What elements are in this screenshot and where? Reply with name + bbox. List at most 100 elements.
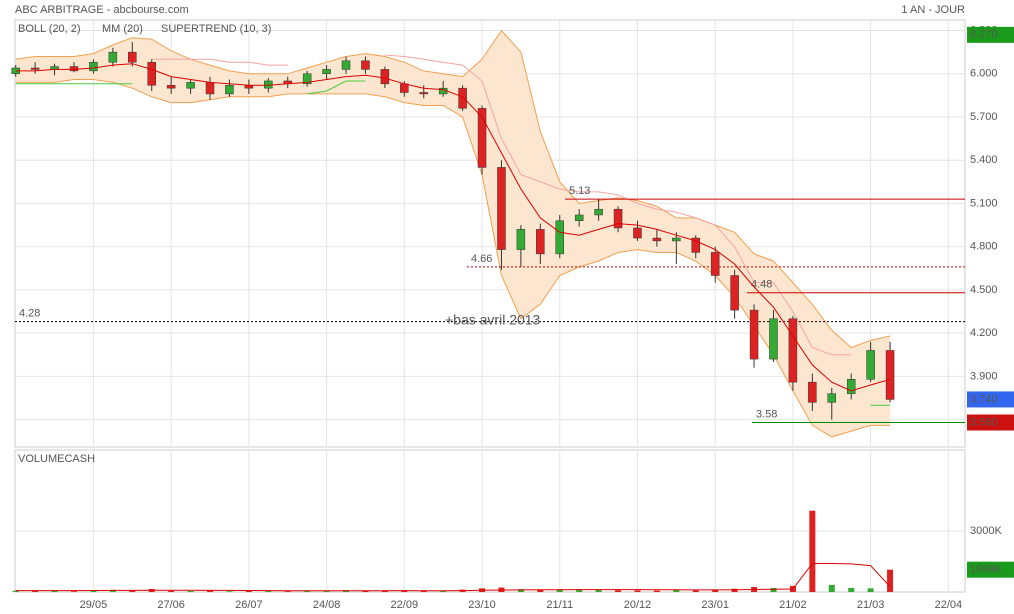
value-tag <box>967 414 1014 431</box>
x-tick-label: 20/12 <box>624 599 652 611</box>
candle-body <box>147 61 156 86</box>
volume-bar <box>517 589 524 592</box>
volume-bar <box>440 590 447 592</box>
volume-bar <box>595 589 602 592</box>
volume-bar <box>653 590 660 592</box>
candle-body <box>186 82 195 89</box>
candle-body <box>672 237 681 242</box>
candle-body <box>769 318 778 360</box>
candle-body <box>652 237 662 242</box>
candle-body <box>341 60 351 70</box>
volume-bar <box>245 590 252 592</box>
legend-item: MM (20) <box>102 23 143 35</box>
volume-bar <box>537 589 544 592</box>
volume-bar <box>809 510 816 592</box>
value-tag-label: 6.270 <box>970 29 998 41</box>
volume-bar <box>731 588 738 592</box>
y-tick-label: 6.000 <box>970 68 998 80</box>
candle-body <box>866 350 875 380</box>
value-tag <box>967 561 1014 578</box>
volume-bar <box>226 591 233 592</box>
volume-bar <box>420 590 427 592</box>
candle-body <box>885 350 895 400</box>
candle-body <box>322 69 331 75</box>
x-tick-label: 26/07 <box>235 599 263 611</box>
x-tick-label: 21/03 <box>857 599 885 611</box>
level-label: 4.48 <box>751 279 772 291</box>
volume-bar <box>887 569 894 592</box>
supertrend-up <box>15 80 891 406</box>
volume-bar <box>867 588 874 592</box>
candle-body <box>691 237 701 253</box>
value-tag-label: 3.580 <box>970 416 998 428</box>
volume-bar <box>576 589 583 592</box>
candle-body <box>827 393 837 403</box>
volume-bar <box>712 589 719 592</box>
x-tick-label: 23/01 <box>701 599 729 611</box>
candle-body <box>536 229 545 255</box>
x-tick-label: 21/11 <box>546 599 573 611</box>
legend-item: BOLL (20, 2) <box>18 23 81 35</box>
x-tick-label: 22/09 <box>391 599 419 611</box>
candle-body <box>594 208 603 216</box>
candle-body <box>730 275 739 311</box>
candle-body <box>458 87 467 109</box>
candle-body <box>613 208 623 229</box>
candle-body <box>380 69 390 85</box>
y-tick-label: 3000K <box>970 525 1002 537</box>
candle-body <box>166 85 176 89</box>
bollinger-fill <box>15 30 891 437</box>
candle-body <box>225 85 234 95</box>
value-tag-label: 1098K <box>970 564 1002 576</box>
candle-body <box>497 167 506 250</box>
volume-bar <box>207 590 214 592</box>
level-label: 5.13 <box>569 185 590 197</box>
candle-body <box>361 60 370 70</box>
bollinger-lower <box>15 79 891 438</box>
candle-body <box>30 67 40 70</box>
y-tick-label: 3.900 <box>970 370 998 382</box>
y-tick-label: 5.700 <box>970 111 998 123</box>
level-label: 4.28 <box>19 308 40 320</box>
x-tick-label: 22/04 <box>935 599 963 611</box>
volume-bar <box>615 590 622 592</box>
bollinger-upper <box>15 29 891 349</box>
volume-bar <box>187 590 194 592</box>
x-tick-label: 21/02 <box>779 599 807 611</box>
candle-body <box>128 51 137 63</box>
volume-bar <box>828 584 835 592</box>
candle-body <box>633 227 642 239</box>
candle-body <box>477 108 487 168</box>
price-panel <box>14 19 966 448</box>
y-tick-label: 4.200 <box>970 327 998 339</box>
volume-bar <box>12 590 19 592</box>
volume-bar <box>673 589 680 592</box>
candle-body <box>108 51 118 63</box>
volume-panel <box>14 449 966 593</box>
candle-body <box>846 379 856 394</box>
volume-bar <box>265 590 272 592</box>
candle-body <box>555 220 565 255</box>
candle-body <box>205 82 215 95</box>
volume-bar <box>304 590 311 592</box>
y-tick-label: 4.800 <box>970 241 998 253</box>
value-tag <box>967 26 1014 43</box>
volume-bar <box>634 590 641 592</box>
volume-bar <box>692 590 699 592</box>
x-tick-label: 29/05 <box>80 599 108 611</box>
candle-body <box>788 318 798 383</box>
candle-body <box>89 61 98 72</box>
legend-item: SUPERTREND (10, 3) <box>161 23 271 35</box>
volume-bar <box>284 591 291 592</box>
candle-body <box>574 214 584 221</box>
candle-body <box>710 252 720 276</box>
candle-body <box>516 229 526 250</box>
volume-bar <box>129 590 136 592</box>
volume-average <box>15 563 891 592</box>
y-tick-label: 4.500 <box>970 284 998 296</box>
candle-body <box>302 73 312 85</box>
volume-bar <box>401 590 408 592</box>
candle-body <box>808 381 817 403</box>
volume-bar <box>362 590 369 592</box>
level-label: 3.58 <box>756 408 777 420</box>
